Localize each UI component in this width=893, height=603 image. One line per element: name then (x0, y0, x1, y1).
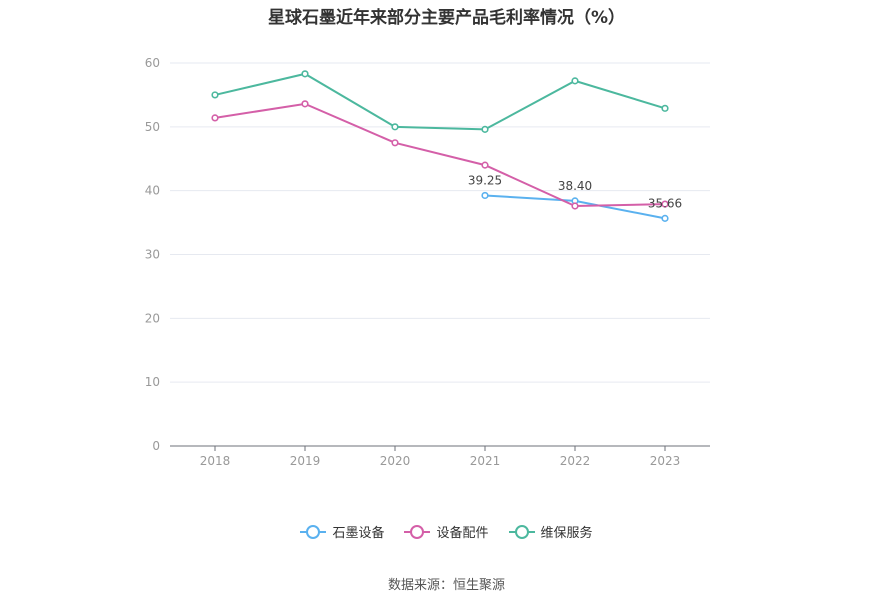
data-label: 39.25 (468, 173, 502, 187)
y-tick-label: 50 (145, 120, 160, 134)
series-line-1 (214, 102, 666, 207)
series-lines (211, 70, 669, 222)
legend-label: 石墨设备 (332, 526, 385, 541)
data-point (571, 77, 579, 85)
legend-item-series-0[interactable]: 石墨设备 (300, 522, 384, 541)
y-tick-label: 20 (145, 311, 160, 325)
x-axis: 2018 2019 2020 2021 2022 2023 (170, 445, 710, 468)
data-point (391, 139, 399, 147)
legend-marker-icon (404, 524, 431, 540)
legend-label: 维保服务 (540, 526, 593, 541)
legend-item-series-1[interactable]: 设备配件 (404, 522, 489, 541)
y-tick-label: 30 (145, 248, 160, 262)
data-point (301, 70, 309, 78)
data-point (571, 202, 579, 210)
data-point (661, 104, 669, 112)
grid-lines: 0 10 20 30 40 50 60 (145, 56, 710, 453)
data-point (481, 161, 489, 169)
data-point (661, 200, 669, 208)
y-tick-label: 10 (145, 375, 160, 389)
x-tick-label: 2020 (380, 454, 411, 468)
legend-dot (410, 524, 425, 539)
legend-label: 设备配件 (436, 526, 489, 541)
x-tick-label: 2022 (560, 454, 591, 468)
legend-item-series-2[interactable]: 维保服务 (508, 522, 593, 541)
series-line-2 (214, 72, 666, 131)
data-point (391, 123, 399, 131)
x-tick-label: 2018 (200, 454, 231, 468)
legend-marker-icon (508, 524, 535, 540)
data-label: 35.66 (648, 196, 682, 210)
data-point (211, 114, 219, 122)
data-point (301, 100, 309, 108)
chart-title: 星球石墨近年来部分主要产品毛利率情况（%） (267, 8, 626, 28)
data-point (661, 214, 669, 222)
y-tick-label: 60 (145, 56, 160, 70)
legend-dot (306, 524, 321, 539)
x-tick-label: 2019 (290, 454, 321, 468)
y-tick-label: 40 (145, 184, 160, 198)
data-point (481, 191, 489, 200)
y-tick-label: 0 (152, 439, 160, 453)
legend-dot (514, 524, 529, 539)
source-note: 数据来源：恒生聚源 (387, 578, 505, 593)
data-labels: 39.25 38.40 35.66 (468, 173, 682, 210)
x-tick-label: 2023 (650, 454, 681, 468)
data-point (211, 91, 219, 99)
data-label: 38.40 (558, 179, 592, 193)
legend-marker-icon (300, 524, 327, 540)
legend: 石墨设备 设备配件 维保服务 (0, 522, 893, 541)
data-point (481, 125, 489, 133)
x-tick-label: 2021 (470, 454, 501, 468)
